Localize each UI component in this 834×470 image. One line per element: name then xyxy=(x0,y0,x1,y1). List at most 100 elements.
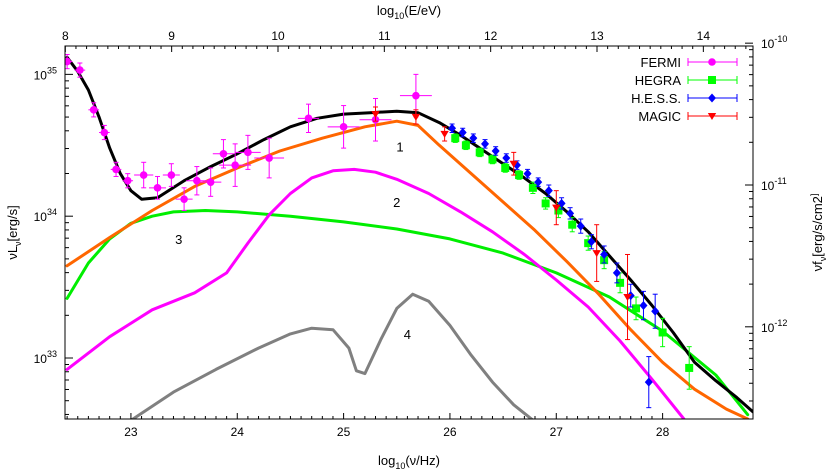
data-point xyxy=(584,239,593,248)
data-point xyxy=(458,128,467,138)
curve-label-c3: 3 xyxy=(175,232,182,247)
y-tick-label: 1034 xyxy=(34,207,57,224)
data-point xyxy=(488,155,497,164)
top-tick-label: 10 xyxy=(271,29,285,43)
data-point xyxy=(651,306,660,316)
y-tick-label: 1035 xyxy=(34,65,57,82)
legend-label: H.E.S.S. xyxy=(631,91,681,106)
data-point xyxy=(552,204,561,212)
data-point xyxy=(304,114,313,123)
x-axis-label-bottom: log10(ν/Hz) xyxy=(378,453,440,470)
data-point xyxy=(612,268,621,278)
series-fermi xyxy=(65,54,432,212)
legend-label: MAGIC xyxy=(638,109,681,124)
data-point xyxy=(576,221,585,231)
curve-c4 xyxy=(130,292,534,419)
data-point xyxy=(475,148,484,157)
data-point xyxy=(244,148,252,157)
curve-label-c4: 4 xyxy=(404,327,411,342)
data-point xyxy=(469,133,478,143)
curve-c1 xyxy=(65,119,750,419)
data-point xyxy=(568,220,577,229)
data-point xyxy=(509,160,518,168)
y-tick-label: 1033 xyxy=(34,349,57,366)
legend: FERMI HEGRA H.E.S.S. MAGIC xyxy=(631,55,738,124)
data-point xyxy=(600,249,609,259)
x-tick-label: 24 xyxy=(231,425,245,439)
top-tick-label: 8 xyxy=(62,29,69,43)
data-point xyxy=(153,184,162,192)
series-hegra xyxy=(451,133,694,390)
data-point xyxy=(448,123,457,133)
top-tick-label: 9 xyxy=(168,29,175,43)
top-tick-label: 13 xyxy=(590,29,604,43)
data-point xyxy=(623,294,632,302)
data-point xyxy=(566,208,575,218)
series-hess xyxy=(448,123,660,409)
data-point xyxy=(76,66,84,74)
legend-marker xyxy=(707,113,717,120)
data-point xyxy=(587,237,596,247)
x-tick-label: 27 xyxy=(550,425,564,439)
legend-marker xyxy=(708,58,716,66)
data-point xyxy=(231,161,239,169)
data-point xyxy=(265,154,273,162)
data-point xyxy=(123,176,132,185)
data-point xyxy=(180,195,188,203)
top-tick-label: 12 xyxy=(484,29,498,43)
x-tick-label: 25 xyxy=(337,425,351,439)
data-point xyxy=(193,176,201,185)
data-point xyxy=(89,106,98,114)
data-point xyxy=(685,363,694,372)
x-tick-label: 23 xyxy=(124,425,138,439)
data-point xyxy=(371,111,380,119)
data-point xyxy=(219,149,228,158)
data-point xyxy=(644,377,653,387)
data-point xyxy=(65,57,71,66)
x-tick-label: 26 xyxy=(443,425,457,439)
data-point xyxy=(616,278,625,287)
legend-marker xyxy=(708,76,716,84)
x-axis-label-top: log10(E/eV) xyxy=(377,3,441,21)
legend-label: FERMI xyxy=(641,55,681,70)
curve-label-c2: 2 xyxy=(393,195,400,210)
data-point xyxy=(481,139,490,149)
legend-label: HEGRA xyxy=(635,73,682,88)
data-point xyxy=(206,178,215,186)
data-point xyxy=(523,169,532,179)
data-point xyxy=(544,186,553,196)
data-points xyxy=(65,54,694,409)
data-point xyxy=(632,304,641,313)
series-magic xyxy=(371,106,632,341)
data-point xyxy=(112,165,120,174)
data-point xyxy=(501,163,510,172)
right-tick-label: 10-11 xyxy=(761,176,787,193)
data-point xyxy=(139,171,148,179)
data-point xyxy=(528,183,537,192)
curve-c3 xyxy=(65,209,750,417)
data-point xyxy=(639,301,648,311)
data-point xyxy=(100,128,109,137)
plot-frame xyxy=(64,45,754,420)
top-tick-label: 11 xyxy=(378,29,391,43)
data-point xyxy=(167,171,176,179)
legend-marker xyxy=(708,93,716,103)
data-point xyxy=(339,123,348,131)
curve-c2 xyxy=(65,167,686,419)
data-point xyxy=(440,130,449,138)
x-tick-label: 28 xyxy=(656,425,670,439)
data-point xyxy=(541,199,550,208)
data-point xyxy=(534,177,543,187)
data-point xyxy=(502,153,511,163)
data-point xyxy=(658,328,667,337)
data-point xyxy=(411,113,421,121)
data-point xyxy=(554,206,563,215)
right-tick-label: 10-10 xyxy=(761,34,787,51)
data-point xyxy=(592,250,601,258)
data-point xyxy=(412,91,420,100)
data-point xyxy=(491,146,500,156)
axes: 23 24 25 26 27 288 9 10 11 12 13 1410331034103510-1… xyxy=(34,29,788,439)
data-point xyxy=(451,134,460,143)
right-tick-label: 10-12 xyxy=(761,318,787,335)
